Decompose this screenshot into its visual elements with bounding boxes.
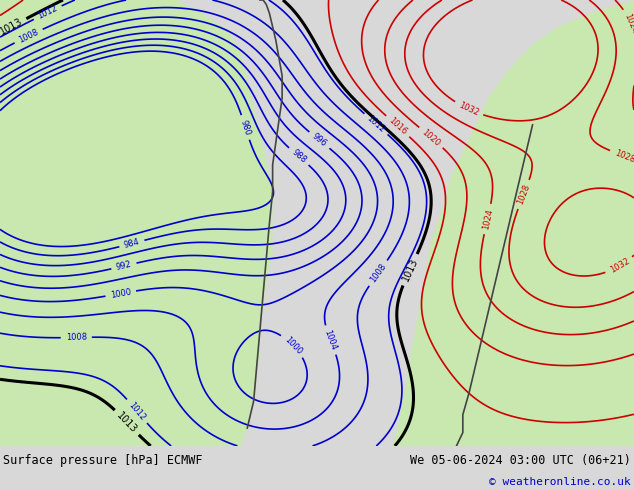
Text: 1024: 1024	[481, 208, 495, 230]
Text: 1004: 1004	[323, 329, 339, 351]
Text: 1016: 1016	[387, 116, 408, 137]
Text: 1000: 1000	[283, 335, 304, 356]
Text: 1028: 1028	[515, 183, 532, 206]
Text: 996: 996	[311, 132, 328, 148]
Text: 1013: 1013	[115, 410, 139, 435]
Polygon shape	[0, 0, 634, 446]
Text: 1024: 1024	[623, 12, 634, 35]
Text: 992: 992	[115, 260, 133, 272]
Text: 1032: 1032	[457, 100, 480, 118]
Text: 1008: 1008	[66, 333, 87, 342]
Text: 1012: 1012	[365, 114, 387, 134]
Text: 1020: 1020	[420, 127, 442, 147]
Text: 1012: 1012	[127, 400, 147, 422]
Text: 984: 984	[123, 237, 141, 250]
Text: 1008: 1008	[17, 27, 40, 45]
Text: 1013: 1013	[400, 256, 420, 283]
Text: 1028: 1028	[613, 148, 634, 165]
Text: 980: 980	[238, 119, 252, 136]
Text: 1032: 1032	[608, 257, 631, 275]
Text: 1012: 1012	[36, 4, 59, 21]
Text: 1008: 1008	[368, 262, 388, 284]
Text: © weatheronline.co.uk: © weatheronline.co.uk	[489, 477, 631, 487]
Text: We 05-06-2024 03:00 UTC (06+21): We 05-06-2024 03:00 UTC (06+21)	[410, 454, 631, 466]
Text: 1013: 1013	[0, 17, 24, 37]
Text: 1000: 1000	[110, 287, 132, 300]
Text: Surface pressure [hPa] ECMWF: Surface pressure [hPa] ECMWF	[3, 454, 203, 466]
Text: 988: 988	[290, 148, 308, 165]
